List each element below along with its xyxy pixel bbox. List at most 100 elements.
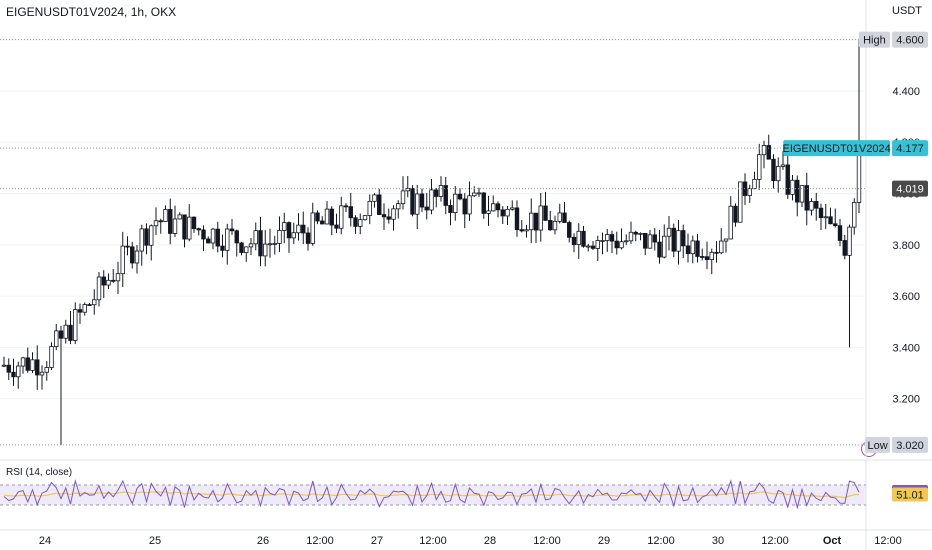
candle-body [301, 224, 306, 234]
candle [766, 134, 771, 160]
candle [785, 154, 790, 199]
candle [467, 181, 472, 221]
candle-body [305, 232, 311, 244]
x-tick-label: 24 [39, 535, 51, 547]
candle-body [386, 216, 391, 220]
candle-body [780, 164, 786, 167]
candle-body [757, 154, 762, 180]
candle-body [163, 209, 168, 222]
rsi-value-label: 51.01 [896, 489, 924, 501]
candle [457, 188, 463, 201]
candle-body [149, 225, 154, 246]
candle-body [73, 309, 78, 341]
x-tick-label: 12:00 [306, 535, 334, 547]
candle [695, 234, 700, 263]
candle-body [647, 234, 653, 249]
candle [334, 213, 339, 233]
candle [681, 224, 686, 259]
candle [562, 202, 567, 223]
candle [576, 223, 581, 260]
candle-body [77, 309, 83, 313]
candle-body [472, 192, 477, 197]
candle-body [201, 229, 206, 240]
candle-body [277, 230, 282, 244]
candle [733, 203, 738, 227]
x-tick-label: 25 [149, 535, 161, 547]
candle-body [799, 185, 805, 203]
candle-body [514, 207, 520, 231]
candle-body [609, 234, 615, 242]
low-price-label: 3.020 Low [865, 436, 928, 453]
candle-body [286, 222, 292, 239]
candle [301, 211, 306, 245]
candle [700, 248, 705, 261]
candle [377, 188, 382, 216]
price-tag [892, 31, 928, 48]
candle-body [54, 330, 59, 348]
rsi-indicator-label[interactable]: RSI (14, close) [6, 467, 73, 478]
x-tick-label: 26 [257, 535, 269, 547]
currency-label[interactable]: USDT [892, 5, 922, 17]
candle-body [291, 232, 296, 239]
candle [158, 218, 163, 234]
x-tick-label: 12:00 [533, 535, 561, 547]
candle [657, 229, 662, 264]
candle-body [120, 245, 125, 275]
candle [310, 202, 315, 246]
candle [510, 200, 515, 211]
candle-body [125, 245, 130, 248]
price-tag-name: High [863, 35, 886, 47]
candle [557, 203, 562, 224]
candle-body [738, 181, 743, 223]
candle-body [818, 207, 824, 218]
candle-body [519, 229, 524, 232]
candle [239, 241, 244, 256]
candle [453, 186, 458, 221]
candle [424, 192, 429, 220]
candle [144, 223, 149, 255]
candle [690, 235, 695, 264]
candle-body [600, 240, 605, 242]
candle-body [172, 218, 178, 234]
candle-body [662, 235, 667, 258]
price-tag [892, 436, 928, 453]
candle-body [196, 228, 201, 231]
candle [628, 221, 634, 244]
candle [738, 181, 743, 223]
candle [514, 200, 520, 237]
candle [495, 201, 501, 218]
candle-body [400, 190, 406, 205]
candle-body [714, 251, 719, 254]
candle [130, 241, 135, 269]
candle-body [210, 228, 216, 244]
candle-body [234, 230, 239, 244]
candle [704, 241, 710, 270]
candle [163, 205, 168, 222]
candle-body [6, 364, 11, 373]
candle-body [182, 214, 187, 240]
candle-body [429, 189, 434, 211]
candle-body [671, 227, 676, 252]
candle [35, 345, 40, 390]
candle [367, 194, 372, 225]
x-tick-label: 12:00 [761, 535, 789, 547]
price-tag [892, 180, 928, 197]
candle-body [552, 220, 558, 231]
candle [771, 154, 776, 189]
candle-body [381, 214, 387, 218]
candle-body [206, 238, 211, 244]
candle [481, 192, 486, 219]
candle [20, 356, 26, 374]
candle [358, 213, 363, 235]
candle [106, 273, 111, 290]
candle-body [68, 324, 73, 341]
candle-body [263, 243, 268, 257]
candle-body [329, 208, 334, 226]
rsi-value-tag [892, 487, 928, 502]
candle [728, 196, 733, 240]
candle [182, 214, 187, 248]
candle-body [115, 273, 121, 282]
high-price-label: 4.600 High [858, 31, 928, 48]
candle [519, 220, 524, 233]
